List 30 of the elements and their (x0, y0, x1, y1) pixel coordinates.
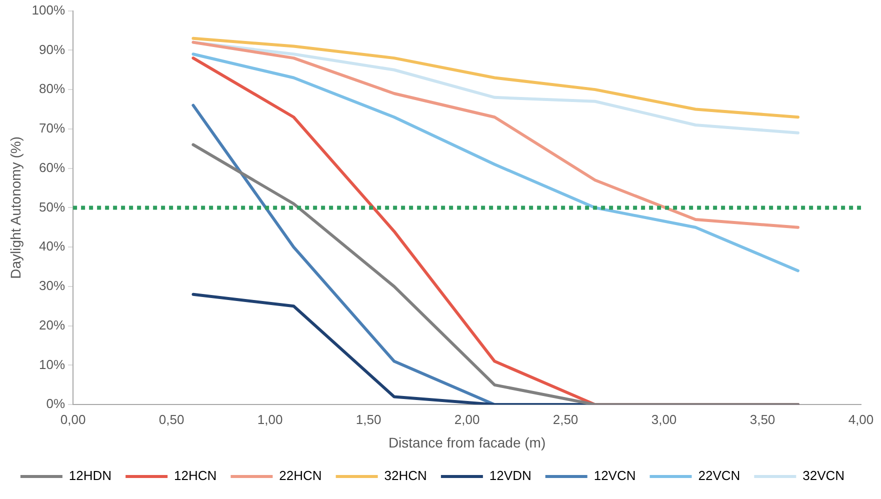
y-tick-label: 70% (39, 120, 66, 136)
x-tick-label: 1,50 (356, 412, 382, 427)
legend-label: 12VCN (594, 468, 636, 484)
x-tick-label: 0,00 (60, 412, 86, 427)
x-tick-label: 0,50 (158, 412, 184, 427)
x-axis-title: Distance from facade (m) (388, 434, 546, 450)
x-tick-label: 3,50 (750, 412, 776, 427)
y-axis-title: Daylight Autonomy (%) (7, 136, 24, 279)
legend-label: 12VDN (489, 468, 532, 484)
y-tick-label: 20% (39, 317, 66, 332)
legend-label: 22VCN (698, 468, 740, 484)
y-tick-label: 80% (39, 81, 66, 96)
legend-label: 32VCN (802, 468, 845, 484)
y-tick-label: 100% (32, 2, 66, 18)
x-tick-label: 2,50 (552, 412, 578, 427)
y-tick-label: 40% (39, 238, 66, 254)
x-tick-label: 2,00 (454, 412, 480, 427)
y-tick-label: 30% (39, 278, 66, 294)
y-tick-label: 50% (39, 199, 66, 214)
legend-label: 12HCN (174, 468, 217, 484)
y-tick-label: 0% (46, 396, 66, 412)
y-tick-label: 10% (39, 356, 66, 372)
y-tick-label: 60% (39, 160, 66, 175)
legend-label: 32HCN (384, 468, 427, 484)
legend-label: 12HDN (68, 468, 112, 484)
x-tick-label: 4,00 (848, 412, 874, 427)
y-tick-label: 90% (39, 42, 66, 57)
x-tick-label: 1,00 (257, 412, 283, 427)
legend-label: 22HCN (279, 468, 322, 484)
x-tick-label: 3,00 (651, 412, 677, 427)
